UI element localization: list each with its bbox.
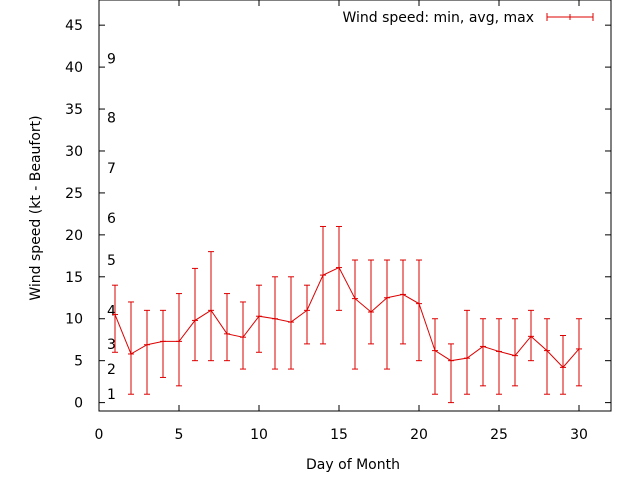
y-tick-label: 5 — [74, 354, 83, 370]
y-tick-label: 45 — [65, 18, 83, 34]
y-tick-label: 20 — [65, 228, 83, 244]
error-bars — [112, 225, 582, 404]
x-tick-label: 5 — [175, 427, 184, 443]
x-tick-label: 20 — [410, 427, 428, 443]
beaufort-label: 4 — [107, 303, 116, 319]
legend-label: Wind speed: min, avg, max — [342, 10, 534, 26]
beaufort-label: 5 — [107, 253, 116, 269]
x-axis-ticks: 0 5 10 15 20 25 30 — [95, 0, 588, 443]
y-tick-label: 25 — [65, 186, 83, 202]
x-tick-label: 0 — [95, 427, 104, 443]
beaufort-label: 2 — [107, 362, 116, 378]
x-tick-label: 25 — [490, 427, 508, 443]
y-tick-label: 15 — [65, 270, 83, 286]
x-tick-label: 15 — [330, 427, 348, 443]
y-tick-label: 10 — [65, 312, 83, 328]
plot-frame — [98, 0, 612, 412]
beaufort-label: 3 — [107, 337, 116, 353]
average-wind-line — [114, 266, 580, 369]
x-axis-label: Day of Month — [306, 457, 400, 473]
y-axis-label: Wind speed (kt - Beaufort) — [28, 115, 44, 300]
beaufort-label: 7 — [107, 161, 116, 177]
legend-swatch — [546, 13, 594, 21]
beaufort-label: 9 — [107, 52, 116, 68]
y-tick-label: 40 — [65, 60, 83, 76]
beaufort-label: 1 — [107, 387, 116, 403]
x-tick-label: 10 — [250, 427, 268, 443]
legend: Wind speed: min, avg, max — [342, 10, 594, 26]
average-points — [112, 267, 582, 368]
beaufort-label: 8 — [107, 110, 116, 126]
y-tick-label: 35 — [65, 102, 83, 118]
beaufort-label: 6 — [107, 211, 116, 227]
y-tick-label: 0 — [74, 396, 83, 412]
y-tick-label: 30 — [65, 144, 83, 160]
beaufort-scale-labels: 1 2 3 4 5 6 7 8 9 — [107, 52, 116, 404]
x-tick-label: 30 — [570, 427, 588, 443]
